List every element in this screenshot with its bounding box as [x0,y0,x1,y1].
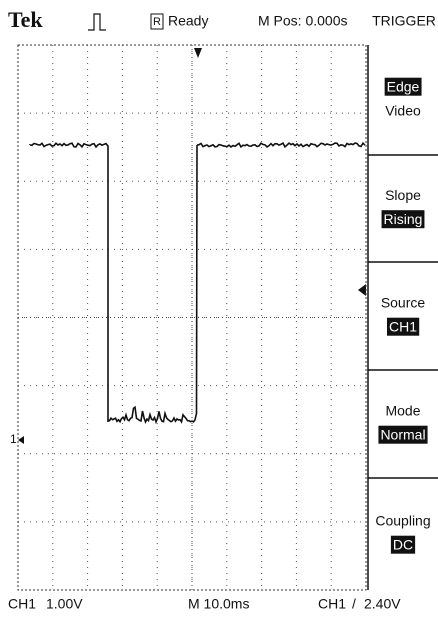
display: Tek R Ready M Pos: 0.000s TRIGGER 1 CH1 … [0,0,438,619]
trigger-level: 2.40V [364,596,401,612]
menu-text[interactable]: Mode [385,403,420,419]
menu-title: TRIGGER [372,13,436,29]
trigger-slope: / [352,596,356,612]
trigger-source: CH1 [318,596,346,612]
menu-option-selected[interactable]: CH1 [389,319,417,335]
menu-text[interactable]: Slope [385,187,421,203]
brand: Tek [8,7,43,32]
waveform [30,143,365,422]
ch1-label: CH1 [8,596,36,612]
menu-text[interactable]: Source [381,295,426,311]
timebase: M 10.0ms [188,596,249,612]
menu-option-selected[interactable]: Rising [384,211,423,227]
menu-option-selected[interactable]: Edge [387,79,420,95]
channel-marker-arrow [18,436,24,444]
acq-icon [88,14,106,30]
position: M Pos: 0.000s [258,13,348,29]
ch1-scale: 1.00V [46,596,83,612]
menu-button[interactable] [369,263,437,369]
oscilloscope-screen: Tek R Ready M Pos: 0.000s TRIGGER 1 CH1 … [0,0,438,619]
menu-button[interactable] [369,479,437,589]
menu-button[interactable] [369,156,437,261]
status: Ready [168,13,208,29]
channel-marker: 1 [10,432,17,446]
menu-button[interactable] [369,371,437,477]
menu-text[interactable]: Coupling [375,513,430,529]
trigger-level-arrow [358,284,366,296]
trigger-position-arrow [194,48,202,58]
status-icon: R [153,16,161,28]
menu-text[interactable]: Video [385,103,421,119]
menu-button[interactable] [369,46,437,154]
menu-option-selected[interactable]: Normal [380,427,425,443]
menu-option-selected[interactable]: DC [393,537,413,553]
